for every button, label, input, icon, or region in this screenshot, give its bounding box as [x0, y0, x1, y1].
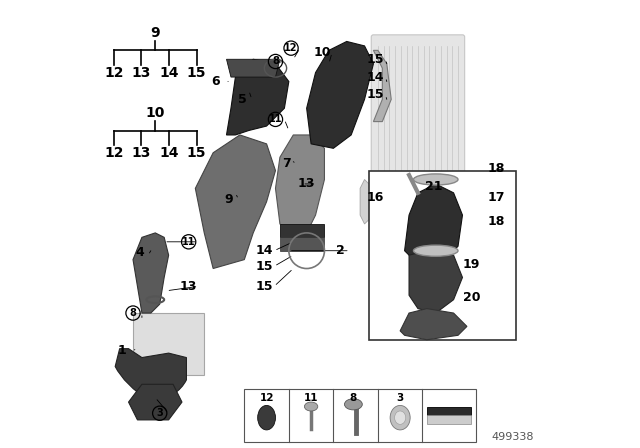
Polygon shape	[227, 59, 280, 77]
Text: 15: 15	[187, 65, 207, 80]
Text: 8: 8	[272, 56, 279, 66]
Text: 21: 21	[425, 180, 442, 193]
Polygon shape	[427, 415, 472, 424]
Polygon shape	[280, 224, 324, 237]
Polygon shape	[427, 406, 472, 415]
Polygon shape	[227, 59, 289, 135]
Text: 14: 14	[159, 146, 179, 160]
Text: 12: 12	[104, 146, 124, 160]
Text: 14: 14	[159, 65, 179, 80]
Polygon shape	[280, 237, 324, 251]
Ellipse shape	[395, 411, 406, 424]
Text: 4: 4	[135, 246, 144, 259]
Text: 15: 15	[255, 280, 273, 293]
Text: 11: 11	[182, 237, 195, 247]
Text: 17: 17	[487, 191, 504, 204]
Text: 14: 14	[367, 71, 385, 84]
Text: 10: 10	[145, 106, 165, 120]
Text: 19: 19	[463, 258, 480, 271]
Text: 12: 12	[104, 65, 124, 80]
Text: 13: 13	[180, 280, 197, 293]
Ellipse shape	[258, 405, 275, 430]
Polygon shape	[404, 184, 463, 264]
Polygon shape	[409, 251, 463, 313]
Text: 15: 15	[255, 260, 273, 273]
Text: 3: 3	[397, 393, 404, 403]
Text: 20: 20	[463, 291, 480, 304]
Ellipse shape	[305, 402, 318, 411]
Text: 9: 9	[150, 26, 160, 39]
Ellipse shape	[344, 399, 362, 410]
Text: 13: 13	[298, 177, 316, 190]
Polygon shape	[400, 309, 467, 340]
FancyBboxPatch shape	[371, 35, 465, 271]
Text: 5: 5	[237, 93, 246, 106]
Text: 7: 7	[282, 157, 291, 170]
Ellipse shape	[390, 405, 410, 430]
Polygon shape	[129, 384, 182, 420]
Polygon shape	[195, 135, 275, 268]
Text: 6: 6	[211, 75, 220, 88]
Text: 11: 11	[269, 114, 282, 125]
Polygon shape	[133, 233, 168, 313]
Polygon shape	[360, 180, 373, 224]
Text: 10: 10	[314, 46, 331, 59]
Text: 11: 11	[304, 393, 318, 403]
Text: 12: 12	[284, 43, 298, 53]
Text: 13: 13	[132, 146, 151, 160]
Polygon shape	[307, 42, 373, 148]
Text: 8: 8	[129, 308, 136, 318]
Text: 3: 3	[156, 408, 163, 418]
FancyBboxPatch shape	[244, 389, 476, 442]
Text: 12: 12	[259, 393, 274, 403]
FancyBboxPatch shape	[369, 171, 516, 340]
Text: 15: 15	[367, 88, 385, 101]
Text: 18: 18	[487, 215, 504, 228]
Text: 13: 13	[132, 65, 151, 80]
Text: 9: 9	[225, 193, 233, 206]
Text: 18: 18	[487, 162, 504, 175]
Text: 15: 15	[187, 146, 207, 160]
Text: 1: 1	[118, 345, 126, 358]
Text: 15: 15	[367, 53, 385, 66]
Polygon shape	[275, 135, 324, 233]
Polygon shape	[133, 313, 204, 375]
Ellipse shape	[413, 174, 458, 185]
Text: 2: 2	[335, 244, 344, 257]
Text: 499338: 499338	[492, 432, 534, 442]
PathPatch shape	[115, 349, 186, 402]
Text: 16: 16	[367, 191, 385, 204]
Polygon shape	[373, 50, 391, 121]
Text: 8: 8	[350, 393, 357, 403]
Text: 14: 14	[255, 244, 273, 257]
Ellipse shape	[413, 245, 458, 256]
